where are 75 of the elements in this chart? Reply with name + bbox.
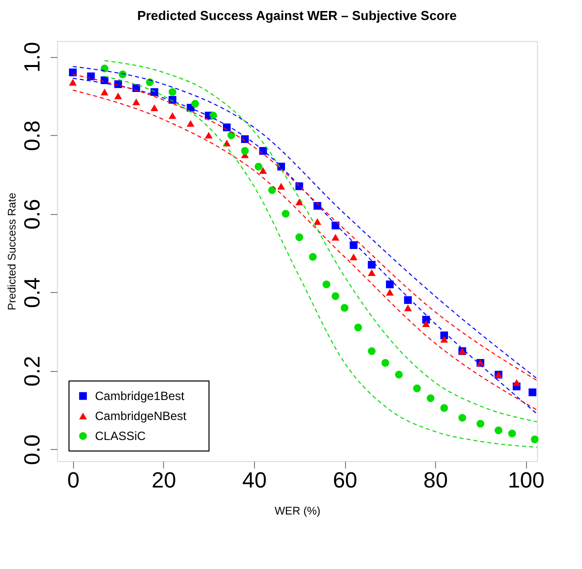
point <box>186 120 194 127</box>
point <box>314 218 322 225</box>
point <box>254 162 262 170</box>
point <box>132 98 140 106</box>
point <box>350 241 358 249</box>
point <box>68 68 77 76</box>
y-tick-label: 0.6 <box>20 198 44 230</box>
point <box>386 288 394 296</box>
point <box>295 198 304 206</box>
point <box>168 88 176 96</box>
point <box>308 253 317 261</box>
point <box>332 234 340 241</box>
x-tick-label: 100 <box>508 468 545 492</box>
point <box>440 336 448 343</box>
point <box>241 147 249 155</box>
point <box>222 140 231 146</box>
point <box>386 280 394 288</box>
point <box>350 254 358 260</box>
y-tick-label: 1.0 <box>20 42 44 72</box>
point <box>340 304 348 312</box>
point <box>268 186 276 194</box>
point <box>528 388 536 396</box>
point <box>118 70 127 78</box>
point <box>332 292 340 300</box>
point <box>426 394 434 402</box>
point <box>168 112 176 119</box>
point <box>530 436 539 444</box>
point <box>68 78 77 86</box>
point <box>508 430 516 438</box>
x-tick-label: 0 <box>67 468 80 492</box>
point <box>413 384 421 392</box>
point <box>114 92 122 100</box>
point <box>395 370 403 379</box>
point <box>322 280 330 288</box>
point <box>146 78 154 86</box>
point <box>354 324 362 332</box>
x-tick-label: 60 <box>332 468 358 492</box>
point <box>150 104 158 112</box>
y-tick-label: 0.0 <box>20 434 44 466</box>
y-tick-label: 0.8 <box>20 120 44 151</box>
point <box>404 304 412 312</box>
y-axis-title: Predicted Success Rate <box>6 192 18 310</box>
point <box>209 112 218 120</box>
point <box>381 359 390 367</box>
point <box>440 404 448 412</box>
point <box>100 88 108 96</box>
x-tick-label: 40 <box>242 468 267 492</box>
legend-label: CLASSiC <box>95 429 146 443</box>
point <box>227 131 236 140</box>
y-tick-label: 0.4 <box>20 277 44 308</box>
point <box>368 269 376 276</box>
point <box>204 132 213 139</box>
point <box>295 233 304 242</box>
point <box>422 320 430 327</box>
point <box>476 420 484 428</box>
point <box>458 414 466 422</box>
point <box>404 296 412 304</box>
point <box>259 167 267 174</box>
x-tick-label: 80 <box>423 468 448 492</box>
point <box>368 260 376 269</box>
point <box>332 222 340 230</box>
point <box>277 182 286 190</box>
x-axis-title: WER (%) <box>274 506 320 518</box>
point <box>494 426 502 434</box>
point <box>87 72 95 80</box>
chart-title: Predicted Success Against WER – Subjective Score <box>137 8 457 23</box>
legend-label: Cambridge1Best <box>95 389 186 403</box>
point <box>191 100 199 108</box>
point <box>282 210 290 218</box>
legend-label: CambridgeNBest <box>95 409 188 423</box>
point <box>368 347 376 355</box>
x-tick-label: 20 <box>152 468 176 492</box>
y-tick-label: 0.2 <box>20 356 44 387</box>
point <box>100 64 108 72</box>
point <box>512 379 520 386</box>
